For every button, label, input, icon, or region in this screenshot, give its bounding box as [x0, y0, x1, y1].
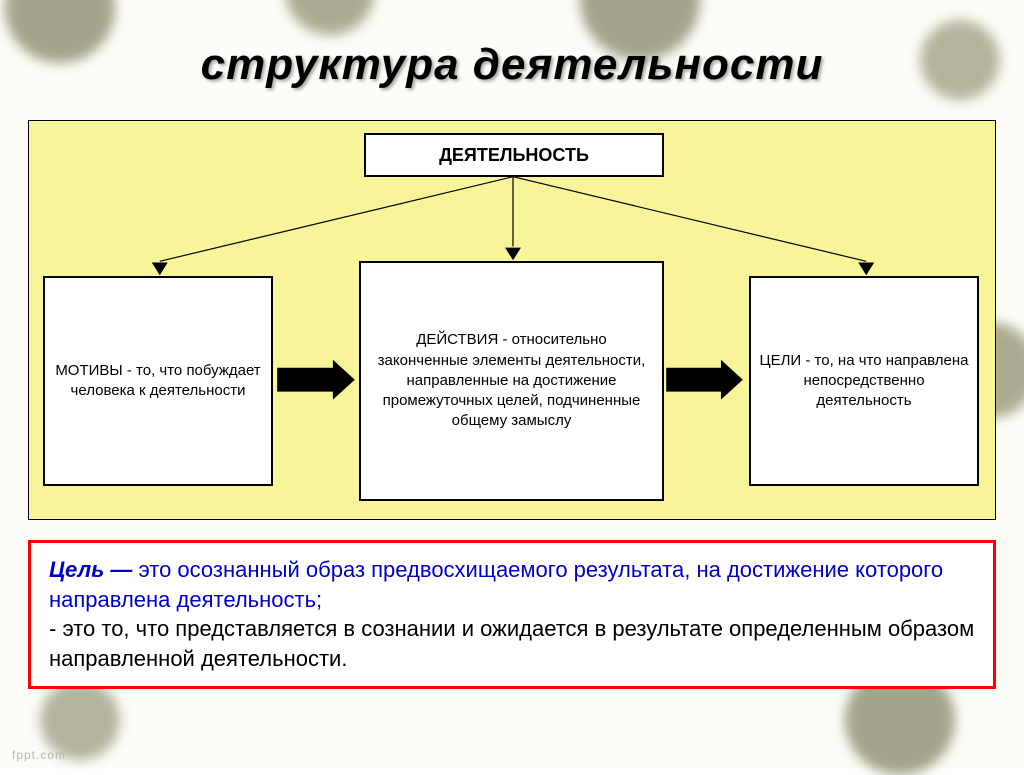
diagram-area: ДЕЯТЕЛЬНОСТЬ МОТИВЫ - то, что побуждает ч…	[28, 120, 996, 520]
watermark: fppt.com	[12, 748, 66, 762]
node-root: ДЕЯТЕЛЬНОСТЬ	[364, 133, 664, 177]
node-actions: ДЕЙСТВИЯ - относительно законченные элем…	[359, 261, 664, 501]
node-motives: МОТИВЫ - то, что побуждает человека к де…	[43, 276, 273, 486]
slide-content: структура деятельности ДЕЯТЕЛЬНОСТЬ МОТИВ…	[0, 0, 1024, 768]
arrow-right-icon	[666, 360, 743, 400]
node-goals: ЦЕЛИ - то, на что направлена непосредств…	[749, 276, 979, 486]
definition-box: Цель — это осознанный образ предвосхищае…	[28, 540, 996, 689]
definition-cont: это то, что представляется в сознании и …	[49, 616, 974, 671]
definition-dash: -	[49, 616, 62, 641]
page-title: структура деятельности	[0, 0, 1024, 90]
definition-main: это осознанный образ предвосхищаемого ре…	[49, 557, 943, 612]
definition-term: Цель —	[49, 557, 139, 582]
arrow-right-icon	[277, 360, 355, 400]
